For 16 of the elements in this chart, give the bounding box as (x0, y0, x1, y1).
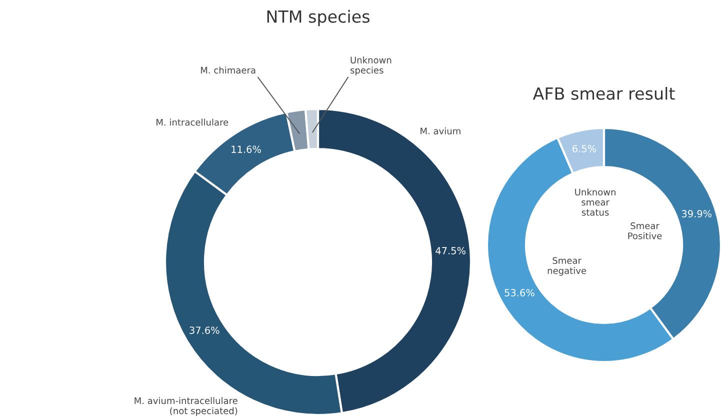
chart-title: NTM species (267, 10, 370, 26)
data-label: 37.6% (190, 326, 220, 334)
data-label: 11.6% (232, 146, 261, 153)
slice-label: Unknown smear status (575, 188, 616, 216)
data-label: 39.9% (682, 210, 712, 218)
slice-label: M. avium (420, 127, 460, 134)
slice-label: Smear Positive (628, 222, 662, 240)
slice-label: M. intracellulare (156, 118, 228, 126)
slice-label: M. avium-intracellulare (not speciated) (134, 397, 238, 416)
slice-label: Smear negative (548, 257, 586, 276)
data-label: 53.6% (504, 289, 534, 296)
chart-title: AFB smear result (532, 86, 675, 100)
slice-label: Unknown species (350, 56, 392, 76)
data-label: 6.5% (572, 144, 596, 152)
data-label: 47.5% (436, 247, 466, 254)
slice-label: M. chimaera (201, 66, 256, 74)
